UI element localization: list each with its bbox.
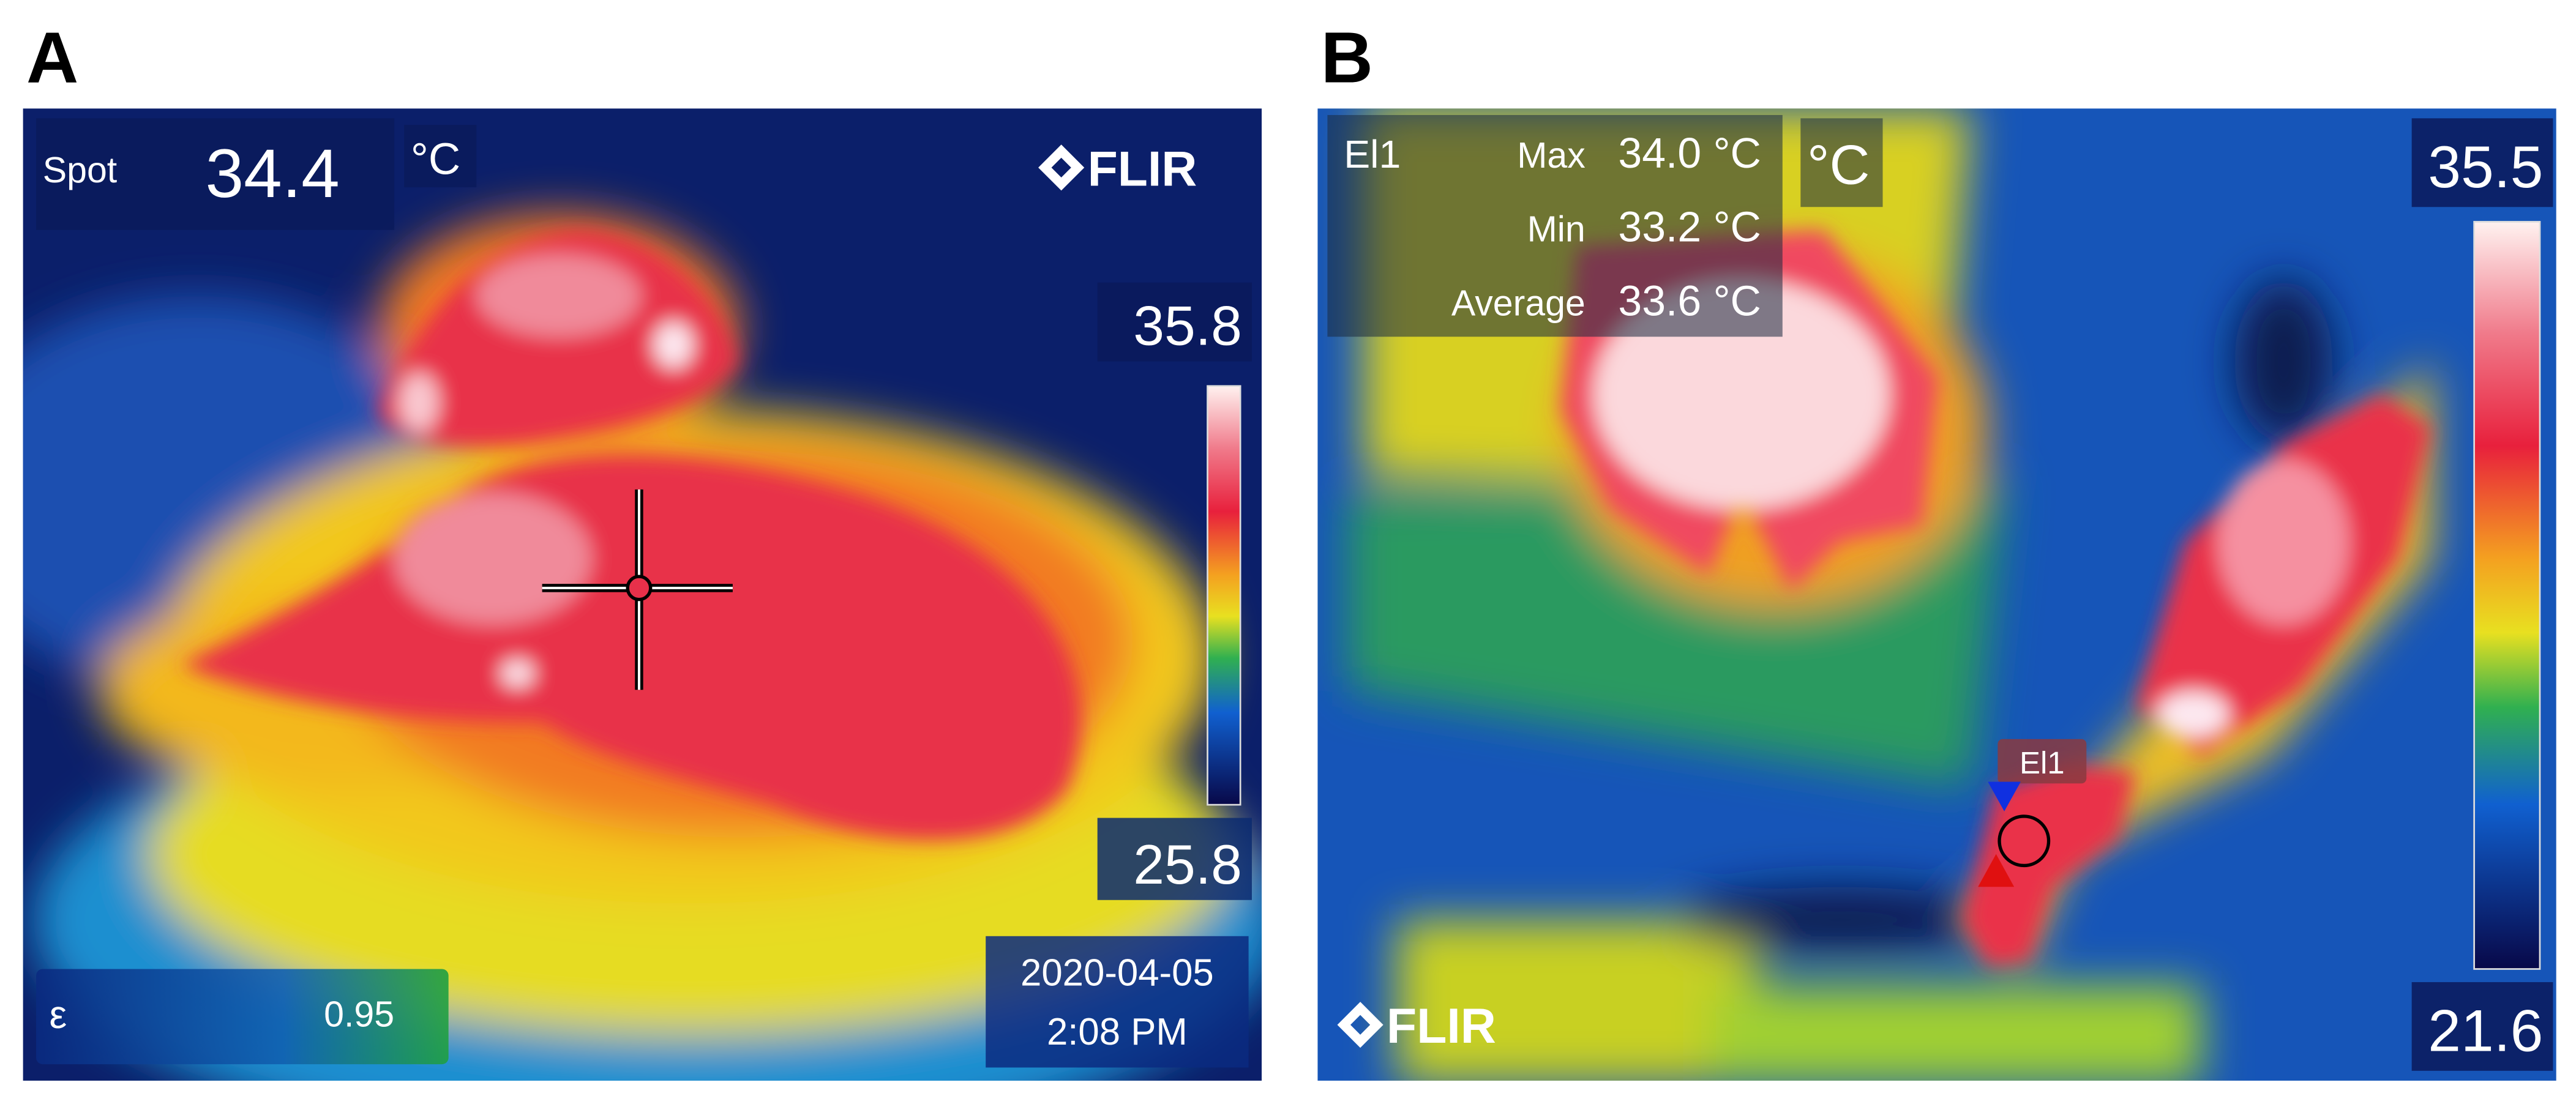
thermal-image — [1317, 108, 2556, 1081]
color-bar — [1207, 385, 1241, 806]
scale-min: 21.6 — [2428, 999, 2543, 1064]
unit: °C — [411, 135, 460, 184]
stat-value: 33.6 °C — [1618, 277, 1761, 324]
unit: °C — [1807, 134, 1870, 196]
stat-value: 33.2 °C — [1618, 203, 1761, 251]
scale-max: 35.5 — [2428, 135, 2543, 200]
stat-value: 34.0 °C — [1618, 129, 1761, 177]
panel-label: B — [1321, 17, 1373, 98]
overlay-box — [1800, 118, 1883, 207]
brand: FLIR — [1088, 141, 1197, 196]
stat-label: Min — [1527, 209, 1586, 250]
thermal-image — [23, 108, 1262, 1081]
measure-name: El1 — [1344, 132, 1401, 176]
overlay-box — [1097, 282, 1252, 362]
overlay-box — [986, 936, 1249, 1068]
marker-label: El1 — [2020, 745, 2065, 780]
overlay-box — [404, 125, 477, 188]
overlay-box — [36, 118, 395, 230]
overlay-box — [1327, 114, 1783, 337]
spot-label: Spot — [43, 150, 117, 190]
overlay-box — [2411, 118, 2553, 207]
color-bar — [2473, 221, 2541, 970]
overlay-box — [36, 969, 449, 1065]
measure-marker — [1978, 739, 2087, 887]
scale-max: 35.8 — [1133, 295, 1242, 357]
stat-label: Average — [1451, 283, 1586, 323]
emissivity-label: ε — [50, 993, 67, 1037]
time: 2:08 PM — [1047, 1011, 1188, 1053]
scale-min: 25.8 — [1133, 833, 1242, 896]
overlay-box — [1097, 818, 1252, 900]
stat-label: Max — [1517, 135, 1586, 176]
crosshair — [542, 489, 733, 690]
panel-label: A — [26, 17, 78, 98]
overlay-box — [2411, 982, 2553, 1071]
brand: FLIR — [1387, 999, 1496, 1054]
spot-value: 34.4 — [205, 135, 339, 212]
date: 2020-04-05 — [1020, 952, 1214, 994]
emissivity: 0.95 — [324, 994, 394, 1034]
